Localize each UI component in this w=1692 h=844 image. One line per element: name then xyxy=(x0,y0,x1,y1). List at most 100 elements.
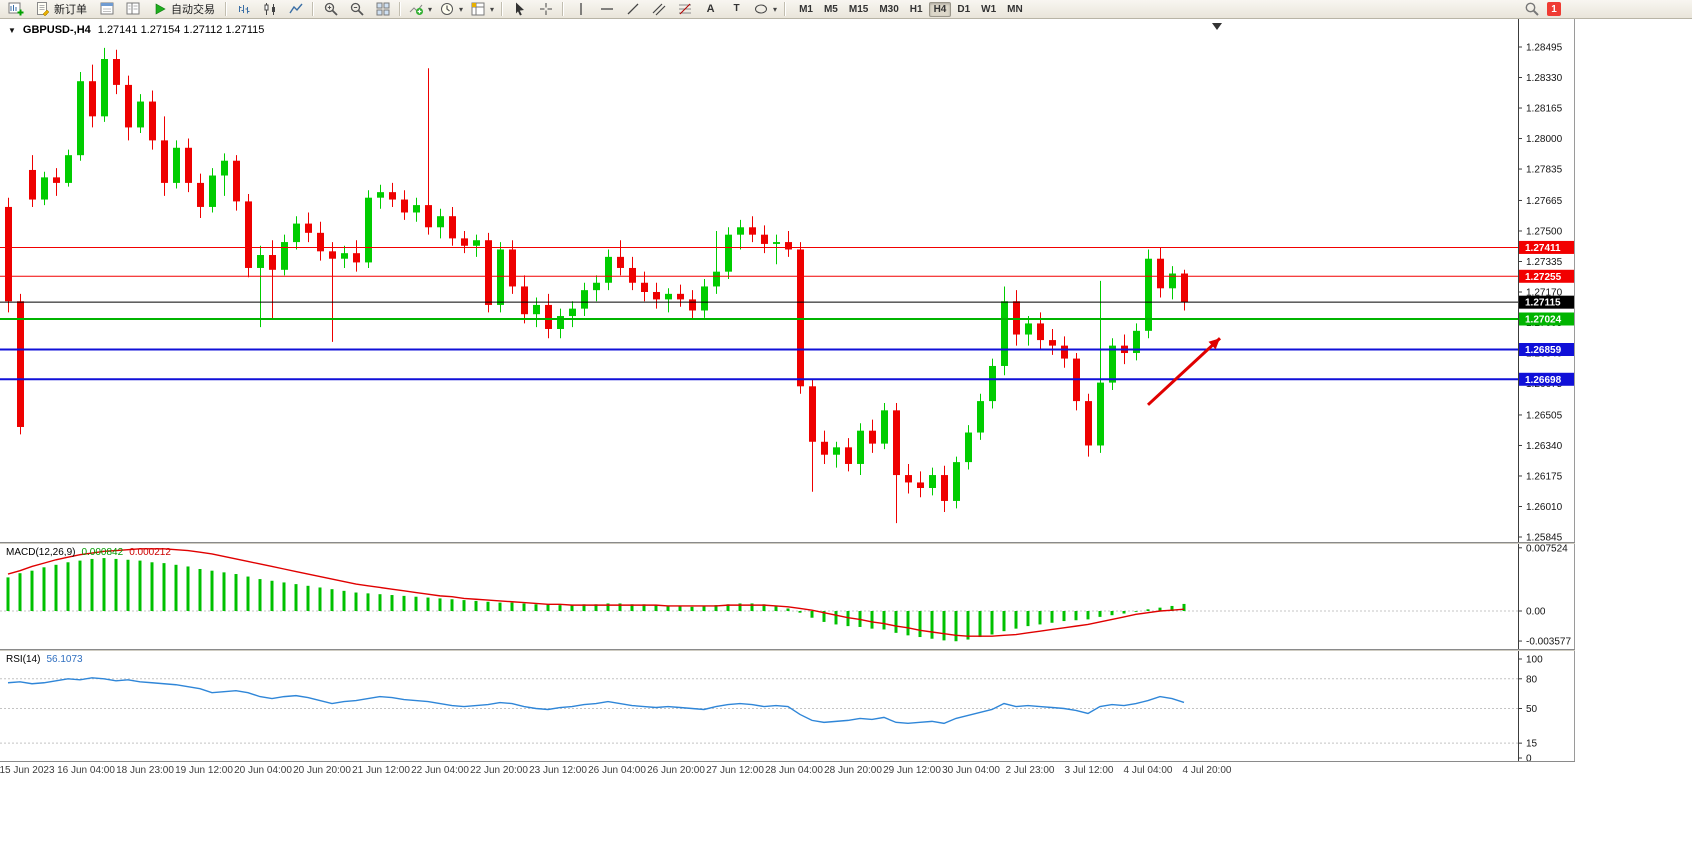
svg-text:1.27024: 1.27024 xyxy=(1525,314,1562,325)
time-axis-label: 23 Jun 12:00 xyxy=(529,765,587,776)
vertical-line-icon xyxy=(579,3,582,15)
timeframe-button-m1[interactable]: M1 xyxy=(799,3,813,15)
fibonacci-icon xyxy=(678,3,691,15)
timeframe-button-d1[interactable]: D1 xyxy=(957,3,971,15)
macd-indicator-label: MACD(12,26,9) 0.000842 0.000212 xyxy=(6,547,171,558)
time-axis-label: 27 Jun 12:00 xyxy=(706,765,764,776)
shapes-tool-button[interactable]: ▾ xyxy=(750,0,780,19)
new-chart-icon xyxy=(8,2,23,16)
timeframe-button-w1[interactable]: W1 xyxy=(981,3,997,15)
toolbar-separator xyxy=(562,2,565,16)
time-axis-label: 2 Jul 23:00 xyxy=(1005,765,1055,776)
time-axis-label: 16 Jun 04:00 xyxy=(57,765,115,776)
toolbar-separator xyxy=(399,2,401,16)
templates-button[interactable]: ▾ xyxy=(467,0,497,19)
auto-trading-button[interactable]: 自动交易 xyxy=(146,0,221,19)
panel-splitter[interactable] xyxy=(0,542,1575,544)
svg-text:80: 80 xyxy=(1526,674,1538,685)
new-chart-button[interactable] xyxy=(3,0,28,19)
time-axis-label: 28 Jun 20:00 xyxy=(824,765,882,776)
trendline-icon xyxy=(627,3,639,15)
rsi-name: RSI(14) xyxy=(6,654,41,665)
time-axis-label: 20 Jun 20:00 xyxy=(293,765,351,776)
svg-text:100: 100 xyxy=(1526,655,1543,666)
zoom-in-icon xyxy=(324,2,338,16)
price-tag xyxy=(1519,269,1574,283)
time-axis-label: 3 Jul 12:00 xyxy=(1064,765,1114,776)
line-chart-button[interactable] xyxy=(283,0,308,19)
fibonacci-tool-button[interactable] xyxy=(672,0,697,19)
new-order-icon xyxy=(37,2,50,17)
svg-text:1.27255: 1.27255 xyxy=(1525,272,1562,283)
horizontal-line-icon xyxy=(600,8,613,10)
timeframe-button-m5[interactable]: M5 xyxy=(823,3,838,15)
svg-text:1.26010: 1.26010 xyxy=(1526,502,1563,513)
periods-button[interactable]: ▾ xyxy=(436,0,466,19)
macd-canvas[interactable]: 0.007524 0.00 -0.003577 xyxy=(0,543,1575,649)
svg-text:1.27170: 1.27170 xyxy=(1526,288,1563,299)
search-icon[interactable] xyxy=(1524,1,1540,17)
main-chart-canvas[interactable]: 1.28495 1.28330 1.28165 1.28000 1.27835 1.276… xyxy=(0,19,1575,544)
zoom-out-button[interactable] xyxy=(344,0,369,19)
indicators-button[interactable]: ▾ xyxy=(405,0,435,19)
data-window-icon xyxy=(126,2,139,15)
channel-icon xyxy=(652,3,665,16)
price-tag xyxy=(1519,295,1574,309)
chart-shift-marker-icon[interactable] xyxy=(1212,23,1222,30)
timeframe-button-h4[interactable]: H4 xyxy=(928,1,952,17)
timeframe-button-m30[interactable]: M30 xyxy=(879,3,899,15)
timeframe-button-mn[interactable]: MN xyxy=(1007,3,1023,15)
timeframe-group: M1 M5 M15 M30 H1 H4 D1 W1 MN xyxy=(794,1,1028,17)
channel-tool-button[interactable] xyxy=(646,0,671,19)
bar-chart-button[interactable] xyxy=(231,0,256,19)
time-axis-label: 18 Jun 23:00 xyxy=(116,765,174,776)
time-axis-label: 4 Jul 04:00 xyxy=(1123,765,1173,776)
toolbar-separator xyxy=(784,2,787,16)
panel-splitter[interactable] xyxy=(0,649,1575,651)
crosshair-button[interactable] xyxy=(533,0,558,19)
svg-text:0.00: 0.00 xyxy=(1526,607,1546,618)
text-tool-button[interactable]: A xyxy=(698,0,723,19)
price-tag xyxy=(1519,312,1574,326)
svg-text:1.27335: 1.27335 xyxy=(1526,257,1563,268)
candlestick-chart-button[interactable] xyxy=(257,0,282,19)
zoom-out-icon xyxy=(350,2,364,16)
label-tool-icon: T xyxy=(733,3,740,14)
notification-badge[interactable]: 1 xyxy=(1547,2,1561,16)
cursor-button[interactable] xyxy=(507,0,532,19)
market-watch-button[interactable] xyxy=(94,0,119,19)
svg-text:-0.003577: -0.003577 xyxy=(1526,637,1571,648)
svg-text:1.26698: 1.26698 xyxy=(1525,375,1562,386)
time-axis-label: 26 Jun 04:00 xyxy=(588,765,646,776)
toolbar-right-group: 1 xyxy=(1524,1,1561,17)
tile-windows-button[interactable] xyxy=(370,0,395,19)
macd-main-value: 0.000842 xyxy=(81,547,124,558)
horizontal-line-tool-button[interactable] xyxy=(594,0,619,19)
time-axis[interactable]: 15 Jun 2023 16 Jun 04:00 18 Jun 23:00 19 Ju… xyxy=(0,761,1575,780)
price-tag xyxy=(1519,372,1574,386)
trendline-tool-button[interactable] xyxy=(620,0,645,19)
rsi-canvas[interactable]: 100 80 50 15 0 xyxy=(0,651,1575,765)
svg-text:1.27835: 1.27835 xyxy=(1526,165,1563,176)
toolbar-separator xyxy=(501,2,504,16)
label-tool-button[interactable]: T xyxy=(724,0,749,19)
svg-text:1.28165: 1.28165 xyxy=(1526,104,1563,115)
timeframe-button-m15[interactable]: M15 xyxy=(848,3,869,15)
indicators-icon xyxy=(409,4,423,15)
new-order-button[interactable]: 新订单 xyxy=(29,0,93,19)
time-axis-label: 28 Jun 04:00 xyxy=(765,765,823,776)
data-window-button[interactable] xyxy=(120,0,145,19)
ohlc-readout: 1.27141 1.27154 1.27112 1.27115 xyxy=(97,24,265,36)
price-tag xyxy=(1519,343,1574,357)
vertical-line-tool-button[interactable] xyxy=(568,0,593,19)
periods-caret-icon: ▾ xyxy=(459,4,464,14)
auto-trading-label: 自动交易 xyxy=(171,4,215,16)
symbol-dropdown-icon[interactable]: ▼ xyxy=(8,25,16,35)
svg-text:1.27500: 1.27500 xyxy=(1526,226,1563,237)
svg-text:50: 50 xyxy=(1526,704,1538,715)
timeframe-button-h1[interactable]: H1 xyxy=(909,3,923,15)
time-axis-label: 15 Jun 2023 xyxy=(0,765,55,776)
bar-chart-icon xyxy=(238,5,249,14)
candlestick-chart-icon xyxy=(264,3,275,15)
zoom-in-button[interactable] xyxy=(318,0,343,19)
